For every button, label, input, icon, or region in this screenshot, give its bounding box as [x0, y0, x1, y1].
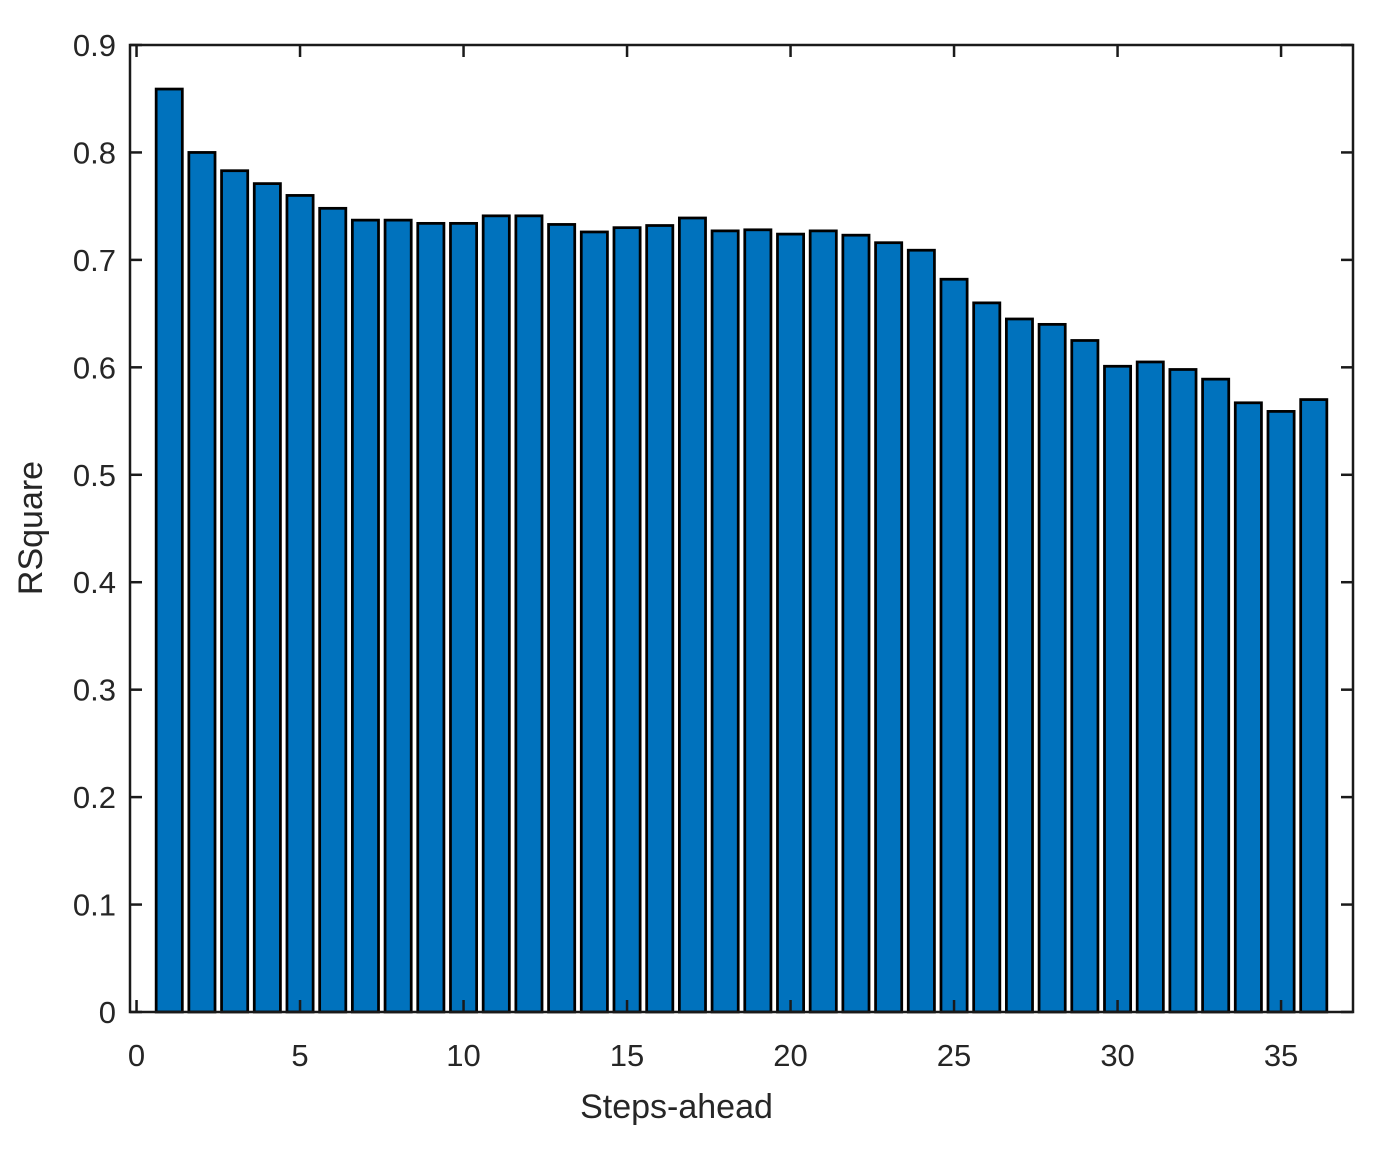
y-tick-label: 0.8: [73, 135, 116, 170]
bar: [710, 229, 740, 1014]
bar: [645, 224, 675, 1014]
y-tick-label: 0.1: [73, 888, 116, 923]
bar: [808, 229, 838, 1014]
bar: [547, 223, 577, 1014]
bar: [1004, 317, 1034, 1014]
bar: [841, 233, 871, 1014]
bar: [579, 230, 609, 1014]
bar: [1168, 368, 1198, 1014]
bar: [1266, 410, 1296, 1014]
bar: [612, 226, 642, 1014]
y-tick-label: 0.4: [73, 565, 116, 600]
bar: [350, 218, 380, 1014]
bar: [252, 182, 282, 1014]
y-tick-label: 0.7: [73, 243, 116, 278]
bar: [906, 248, 936, 1014]
bar: [187, 151, 217, 1014]
x-tick-label: 10: [446, 1038, 480, 1073]
bar: [874, 241, 904, 1014]
bar: [1233, 401, 1263, 1014]
y-tick-label: 0.2: [73, 780, 116, 815]
y-tick-label: 0.3: [73, 673, 116, 708]
y-tick-label: 0.6: [73, 350, 116, 385]
x-tick-label: 25: [937, 1038, 971, 1073]
bar: [1103, 364, 1133, 1014]
x-axis-label: Steps-ahead: [580, 1088, 773, 1126]
x-tick-label: 0: [128, 1038, 145, 1073]
bar: [285, 194, 315, 1014]
bar: [939, 277, 969, 1014]
x-tick-label: 15: [610, 1038, 644, 1073]
x-tick-label: 35: [1264, 1038, 1298, 1073]
plot-frame: [128, 43, 1355, 1014]
x-tick-label: 30: [1100, 1038, 1134, 1073]
bar: [1070, 339, 1100, 1014]
bar: [972, 301, 1002, 1014]
bar: [481, 214, 511, 1014]
y-tick-label: 0: [99, 995, 116, 1030]
bar: [416, 221, 446, 1014]
bar: [1135, 360, 1165, 1014]
bar: [514, 214, 544, 1014]
y-tick-label: 0.9: [73, 28, 116, 63]
bar: [1037, 322, 1067, 1014]
bar: [1201, 377, 1231, 1014]
bar: [318, 206, 348, 1014]
bar: [776, 232, 806, 1014]
y-axis-label: RSquare: [12, 460, 50, 596]
bar: [1299, 398, 1329, 1014]
bar: [383, 218, 413, 1014]
bar: [677, 216, 707, 1014]
bar: [743, 228, 773, 1014]
x-tick-label: 20: [773, 1038, 807, 1073]
x-tick-label: 5: [291, 1038, 308, 1073]
bar: [154, 87, 184, 1014]
bar: [220, 169, 250, 1014]
y-tick-label: 0.5: [73, 458, 116, 493]
bar: [449, 221, 479, 1014]
